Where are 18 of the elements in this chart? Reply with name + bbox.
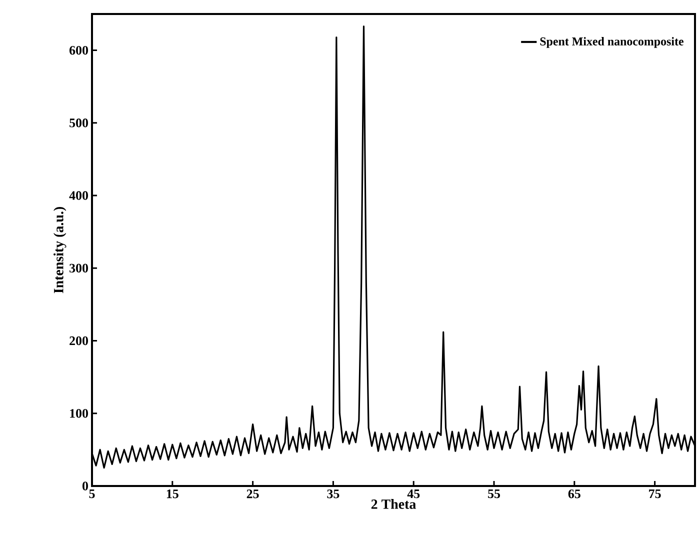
y-tick-label: 100 — [70, 409, 88, 418]
x-tick-label: 55 — [488, 490, 500, 498]
x-tick-label: 25 — [246, 490, 259, 498]
y-tick-label: 0 — [82, 482, 88, 490]
x-tick-label: 75 — [649, 490, 661, 498]
x-tick-label: 5 — [89, 490, 95, 498]
legend-label: Spent Mixed nanocomposite — [540, 37, 684, 48]
y-tick-label: 400 — [69, 191, 88, 200]
y-tick-label: 300 — [70, 264, 88, 273]
x-tick-label: 45 — [407, 490, 420, 498]
x-axis-title: 2 Theta — [371, 499, 416, 509]
x-tick-label: 15 — [166, 490, 178, 498]
y-tick-label: 500 — [70, 118, 88, 128]
y-tick-label: 200 — [70, 336, 88, 346]
y-axis-title: Intensity (a.u.) — [54, 207, 66, 294]
x-tick-label: 65 — [568, 490, 580, 498]
x-tick-label: 35 — [327, 490, 340, 498]
y-tick-label: 600 — [69, 46, 88, 55]
